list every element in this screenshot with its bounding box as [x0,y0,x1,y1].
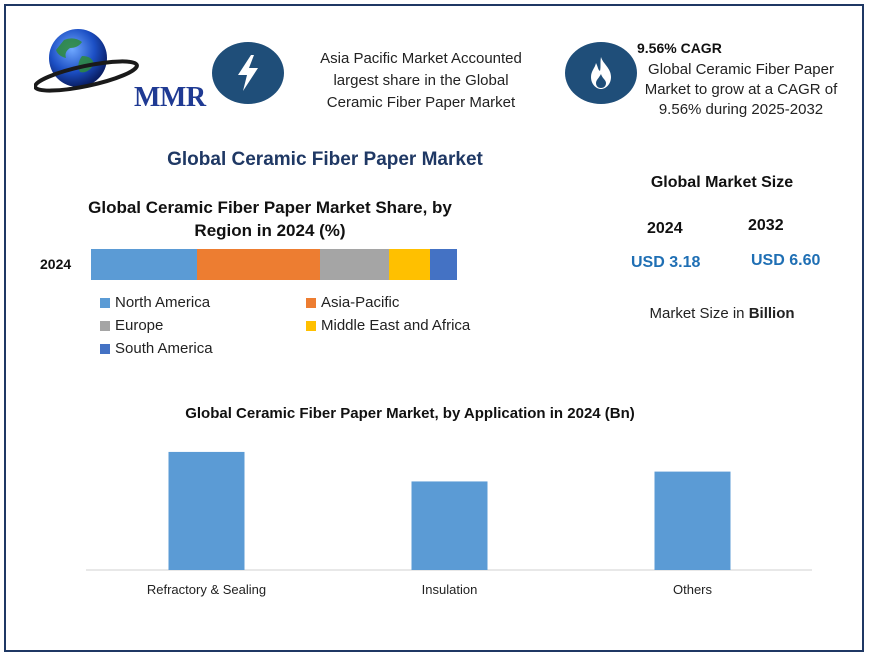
legend-item: North America [100,294,210,311]
stacked-bar-segment-middle-east-and-africa [389,249,430,280]
legend-swatch [306,297,316,308]
cagr-text-line: 9.56% during 2025-2032 [658,101,824,118]
application-bar [411,481,488,570]
x-tick-label: Insulation [422,582,478,597]
legend-swatch [306,320,316,331]
legend-label: Middle East and Africa [321,317,471,334]
x-tick-label: Refractory & Sealing [147,582,266,597]
info-text-1-line: Ceramic Fiber Paper Market [326,94,516,111]
x-tick-label: Others [673,582,713,597]
market-size-title: Global Market Size [650,174,794,191]
cagr-title: 9.56% CAGR [637,40,722,56]
stacked-bar-segment-south-america [429,249,457,280]
mmr-logo: MMR [33,26,206,113]
lightning-icon [238,55,258,91]
info-text-1: Asia Pacific Market Accounted largest sh… [290,48,552,114]
stacked-bar-segment-north-america [91,249,198,280]
region-share-stacked-bar [91,249,457,280]
logo-text: MMR [134,82,206,113]
share-chart-category-label: 2024 [40,256,72,272]
cagr-text: Global Ceramic Fiber Paper Market to gro… [636,60,846,120]
legend-label: South America [115,340,213,357]
market-size-year-end: 2032 [748,217,784,234]
application-bar [168,451,245,570]
share-chart-title-line: Global Ceramic Fiber Paper Market Share,… [88,198,452,217]
info-text-1-line: Asia Pacific Market Accounted [320,50,522,67]
legend-item: Europe [100,317,163,334]
legend-label: Europe [115,317,164,334]
infographic-frame [4,4,864,652]
legend-item: South America [100,340,213,357]
legend-item: Middle East and Africa [306,317,470,334]
cagr-text-line: Market to grow at a CAGR of [644,81,838,98]
legend-label: Asia-Pacific [321,294,400,311]
market-size-note: Market Size in Billion [622,305,822,322]
share-chart-title-line: Region in 2024 (%) [194,221,346,240]
stacked-bar-segment-europe [319,249,390,280]
info-icon-circle-1 [212,42,284,104]
legend-label: North America [115,294,211,311]
share-chart-title: Global Ceramic Fiber Paper Market Share,… [80,196,460,242]
info-icon-circle-2 [565,42,637,104]
main-title: Global Ceramic Fiber Paper Market [167,149,483,170]
application-bar [654,471,731,570]
legend-swatch [100,343,110,354]
market-size-value-end: USD 6.60 [751,252,821,269]
cagr-text-line: Global Ceramic Fiber Paper [648,61,834,78]
market-size-value-start: USD 3.18 [631,254,701,271]
legend-item: Asia-Pacific [306,294,399,311]
market-size-note-unit: Billion [748,305,795,322]
application-chart-title: Global Ceramic Fiber Paper Market, by Ap… [185,405,635,422]
market-size-note-prefix: Market Size in [649,305,749,322]
legend-swatch [100,297,110,308]
info-text-1-line: largest share in the Global [333,72,509,89]
globe-icon [33,29,139,93]
legend-swatch [100,320,110,331]
application-bar-chart: Refractory & Sealing Insulation Others [86,451,812,597]
flame-icon [591,57,611,89]
stacked-bar-segment-asia-pacific [197,249,320,280]
market-size-year-start: 2024 [647,220,683,237]
